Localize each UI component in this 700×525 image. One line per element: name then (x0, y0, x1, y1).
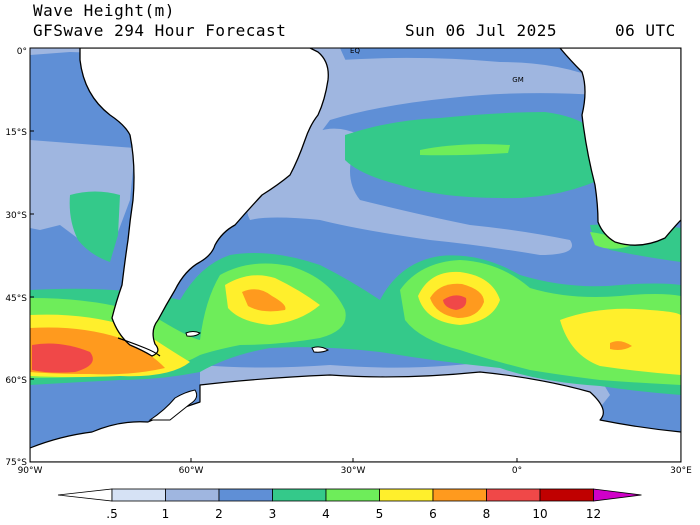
forecast-time: 06 UTC (615, 21, 676, 40)
lon-label-30w: 30°W (341, 466, 366, 476)
falkland-islands (185, 331, 201, 337)
band-4-5m-east-patch (590, 232, 630, 249)
band-6-8m-east-atlantic (610, 341, 632, 350)
lat-label-60s: 60°S (5, 376, 27, 386)
colorbar-box (272, 488, 327, 502)
south-america-landmass (79, 48, 329, 357)
lat-label-75s: 75°S (5, 458, 27, 468)
forecast-date: Sun 06 Jul 2025 (405, 21, 557, 40)
colorbar-label: .5 (106, 507, 117, 521)
chart-title: Wave Height(m) (33, 1, 175, 20)
colorbar-label: 6 (429, 507, 437, 521)
colorbar-box (432, 488, 487, 502)
colorbar-box (379, 488, 434, 502)
band-8-10m-southeast-pacific (32, 343, 93, 373)
south-georgia-island (311, 346, 330, 353)
map-frame (29, 47, 682, 463)
wave-field (30, 48, 681, 462)
colorbar-high-arrow (593, 488, 642, 502)
tierra-del-fuego-coast (117, 337, 161, 357)
colorbar-label: 1 (162, 507, 170, 521)
band-6-8m-west-atlantic (242, 289, 286, 312)
colorbar-label: 4 (322, 507, 330, 521)
colorbar-label: 5 (376, 507, 384, 521)
antarctica-landmass (30, 371, 681, 462)
axis-ticks (30, 130, 518, 462)
equator-marker: EQ (350, 47, 360, 55)
lat-label-0: 0° (17, 47, 27, 57)
band-3-4m-central-atlantic (345, 112, 610, 199)
lat-label-30s: 30°S (5, 211, 27, 221)
africa-landmass (559, 48, 681, 246)
colorbar-box (165, 488, 220, 502)
lon-label-90w: 90°W (18, 466, 43, 476)
colorbar-box (539, 488, 594, 502)
colorbar-box (486, 488, 541, 502)
colorbar-box (325, 488, 380, 502)
band-8-10m-mid-atlantic (443, 295, 467, 310)
lat-label-15s: 15°S (5, 128, 27, 138)
greenwich-marker: GM (512, 76, 523, 84)
colorbar-label: 10 (532, 507, 547, 521)
colorbar-low-arrow (57, 488, 113, 502)
colorbar-label: 12 (586, 507, 601, 521)
band-1-2m-central (240, 57, 600, 202)
lon-label-0: 0° (512, 466, 522, 476)
colorbar-label: 3 (269, 507, 277, 521)
lat-label-45s: 45°S (5, 294, 27, 304)
colorbar-label: 2 (215, 507, 223, 521)
band-1-2m-south-atlantic (246, 128, 572, 255)
band-3-4m-pacific (69, 191, 120, 262)
lon-label-30e: 30°E (670, 466, 692, 476)
colorbar-box (218, 488, 273, 502)
band-4-5m-central-streak (420, 144, 510, 156)
colorbar-label: 8 (483, 507, 491, 521)
antarctic-peninsula (148, 389, 198, 421)
colorbar-box (111, 488, 166, 502)
colorbar: .5 1 2 3 4 5 6 8 10 12 (57, 488, 642, 521)
forecast-label: GFSwave 294 Hour Forecast (33, 21, 287, 40)
lon-label-60w: 60°W (179, 466, 204, 476)
